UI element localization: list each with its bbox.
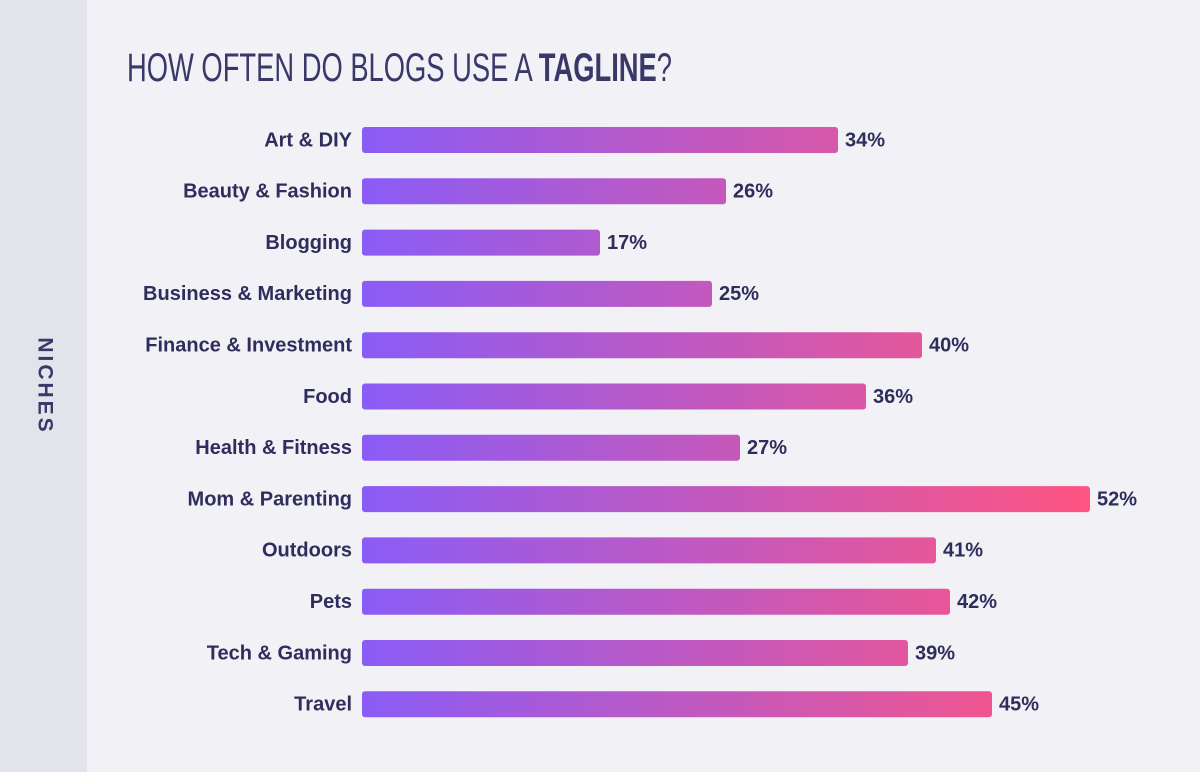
value-label: 17% — [607, 232, 647, 254]
bar — [362, 434, 740, 461]
category-label: Travel — [294, 694, 352, 716]
bar — [362, 640, 908, 666]
title-part: TAGLINE — [539, 46, 657, 90]
bar — [362, 588, 950, 615]
value-label: 26% — [733, 181, 773, 203]
category-label: Art & DIY — [264, 129, 352, 151]
bar — [362, 486, 1090, 513]
category-label: Outdoors — [262, 540, 352, 562]
value-label: 27% — [747, 437, 787, 459]
category-label: Blogging — [265, 232, 352, 254]
category-label: Finance & Investment — [145, 334, 352, 356]
bar — [362, 691, 992, 718]
value-label: 40% — [929, 334, 969, 356]
bar — [362, 537, 936, 564]
value-label: 25% — [719, 283, 759, 305]
category-label: Health & Fitness — [195, 437, 352, 459]
title-part: HOW OFTEN DO BLOGS USE A — [127, 46, 539, 90]
value-label: 34% — [845, 129, 885, 151]
chart-title: HOW OFTEN DO BLOGS USE A TAGLINE? — [127, 46, 672, 90]
category-label: Tech & Gaming — [207, 642, 352, 664]
category-label: Business & Marketing — [143, 283, 352, 305]
bar — [362, 383, 866, 410]
title-part: ? — [657, 46, 672, 90]
bar — [362, 332, 922, 359]
bar — [362, 229, 600, 256]
value-label: 42% — [957, 591, 997, 613]
y-axis-label: NICHES — [33, 337, 56, 434]
bar — [362, 280, 712, 307]
category-label: Pets — [310, 591, 352, 613]
value-label: 36% — [873, 386, 913, 408]
value-label: 45% — [999, 694, 1039, 716]
category-label: Mom & Parenting — [188, 488, 352, 510]
bar — [362, 127, 838, 153]
value-label: 52% — [1097, 488, 1137, 510]
side-band — [0, 0, 87, 772]
value-label: 39% — [915, 642, 955, 664]
category-label: Beauty & Fashion — [183, 181, 352, 203]
bar — [362, 178, 726, 205]
category-label: Food — [303, 386, 352, 408]
value-label: 41% — [943, 540, 983, 562]
